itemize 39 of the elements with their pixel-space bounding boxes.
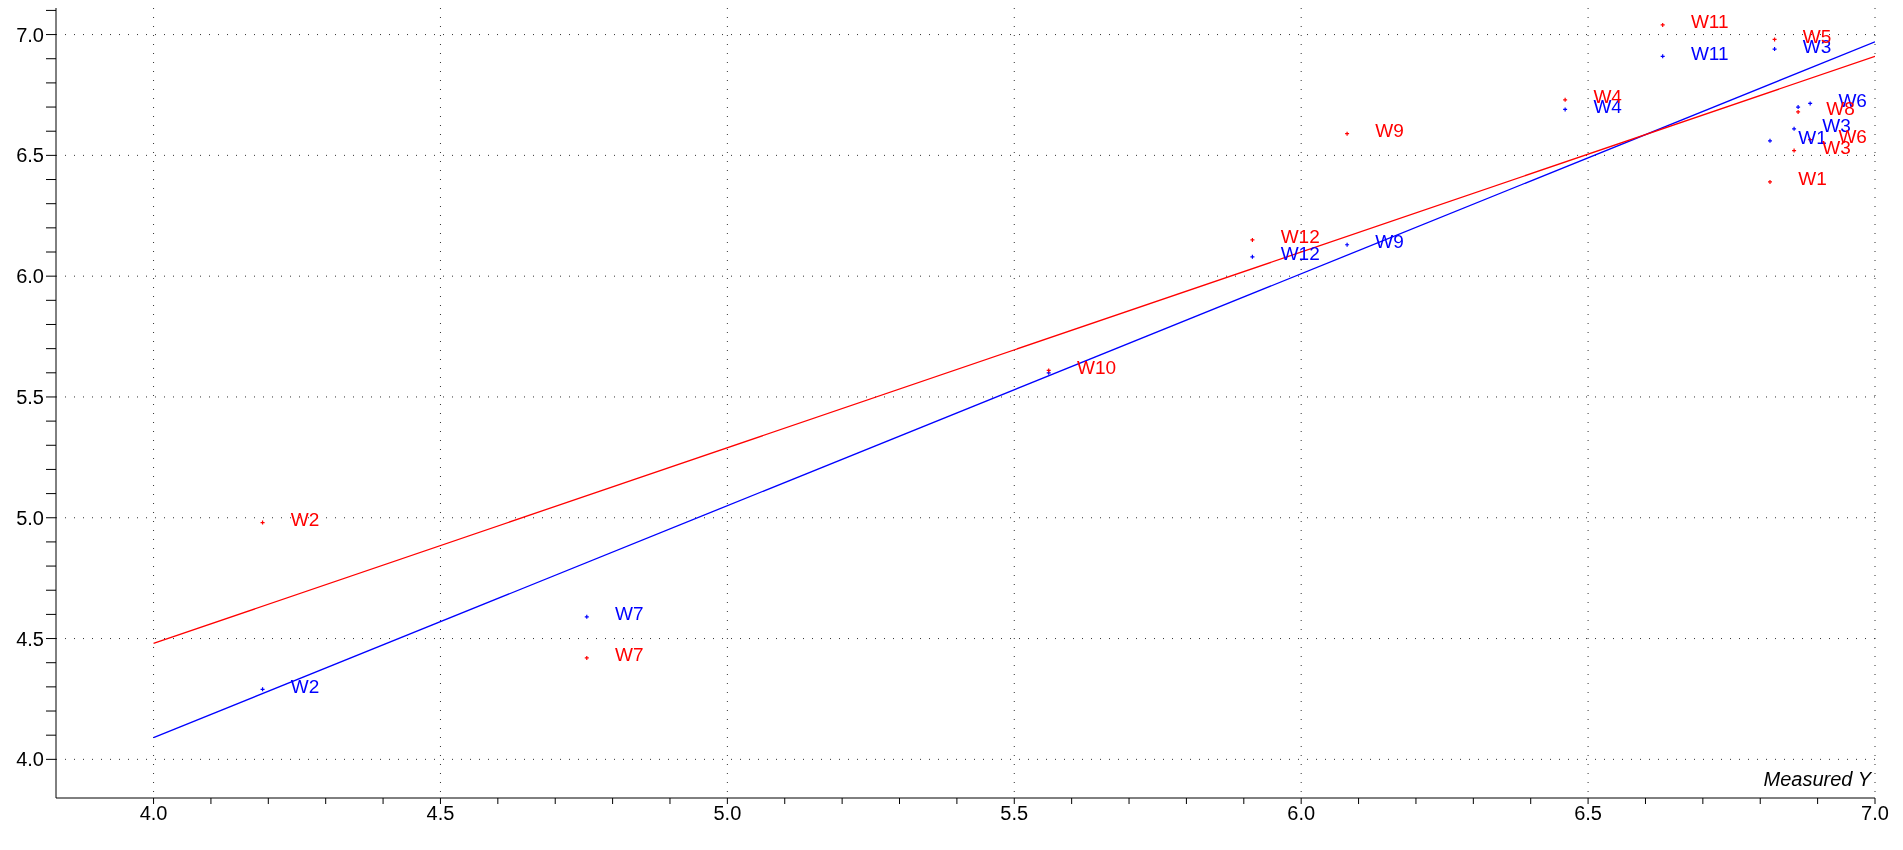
data-label: W10 bbox=[1076, 356, 1117, 378]
x-tick-label: 6.5 bbox=[1574, 802, 1602, 825]
y-tick-label: 6.0 bbox=[16, 265, 44, 288]
y-tick-label: 5.5 bbox=[16, 386, 44, 409]
data-label: W7 bbox=[615, 603, 644, 625]
point bbox=[1344, 131, 1350, 137]
y-tick-label: 7.0 bbox=[16, 23, 44, 46]
data-label: W7 bbox=[615, 644, 644, 666]
point bbox=[1249, 237, 1256, 243]
point bbox=[1791, 126, 1797, 132]
point bbox=[1771, 46, 1778, 52]
point bbox=[1795, 104, 1801, 110]
x-tick-label: 7.0 bbox=[1861, 802, 1889, 825]
point bbox=[1562, 97, 1568, 103]
point bbox=[584, 655, 590, 661]
x-tick-label: 4.0 bbox=[139, 802, 168, 825]
data-label: W1 bbox=[1798, 168, 1827, 190]
x-tick-label: 5.5 bbox=[1000, 802, 1029, 825]
y-tick-label: 6.5 bbox=[16, 144, 44, 167]
point bbox=[1562, 106, 1568, 113]
point bbox=[1767, 179, 1773, 185]
data-label: W11 bbox=[1690, 42, 1729, 64]
x-tick-label: 5.0 bbox=[713, 802, 742, 825]
data-label: W12 bbox=[1280, 226, 1320, 248]
x-axis-title: Measured Y bbox=[1763, 768, 1871, 791]
x-tick-label: 4.5 bbox=[426, 802, 455, 825]
point bbox=[1767, 138, 1773, 144]
data-label: W11 bbox=[1690, 11, 1729, 33]
point bbox=[1344, 242, 1350, 248]
data-label: W2 bbox=[290, 509, 320, 531]
point bbox=[1795, 109, 1801, 115]
y-tick-label: 4.5 bbox=[16, 627, 44, 650]
data-label: W9 bbox=[1375, 120, 1404, 142]
data-label: W2 bbox=[290, 675, 320, 697]
point bbox=[1660, 22, 1666, 28]
y-tick-label: 5.0 bbox=[16, 506, 44, 529]
y-tick-label: 4.0 bbox=[16, 748, 44, 771]
x-tick-label: 6.0 bbox=[1287, 802, 1316, 825]
point bbox=[1791, 147, 1797, 154]
